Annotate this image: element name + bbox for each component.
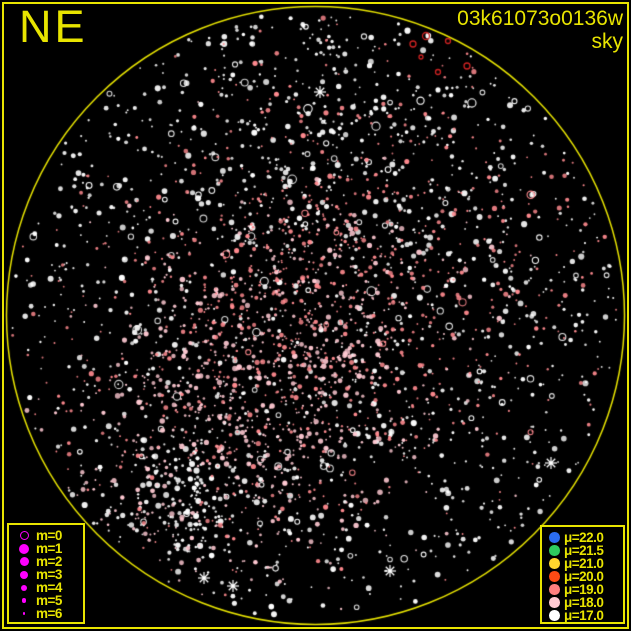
magnitude-dot-m6 — [12, 612, 36, 615]
legend-row: m=3 — [12, 568, 80, 581]
legend-label: μ=21.0 — [564, 555, 604, 571]
legend-label: μ=20.0 — [564, 568, 604, 584]
mu-dot-19-0 — [545, 584, 564, 595]
legend-label: m=1 — [36, 540, 62, 556]
magnitude-dot-m5 — [12, 598, 36, 603]
legend-row: μ=22.0 — [545, 531, 620, 544]
legend-row: m=2 — [12, 555, 80, 568]
plot-subtitle: sky — [591, 30, 624, 53]
legend-row: m=0 — [12, 529, 80, 542]
magnitude-dot-m2 — [12, 557, 36, 566]
legend-label: μ=19.0 — [564, 581, 604, 597]
plot-title: 03k61073o0136w — [457, 7, 623, 30]
magnitude-dot-m1 — [12, 543, 36, 554]
legend-row: m=4 — [12, 581, 80, 594]
orientation-label: NE — [19, 1, 88, 52]
legend-row: μ=19.0 — [545, 583, 620, 596]
legend-label: μ=17.0 — [564, 607, 604, 623]
mu-dot-22-0 — [545, 532, 564, 543]
legend-row: μ=21.5 — [545, 544, 620, 557]
legend-label: μ=18.0 — [564, 594, 604, 610]
legend-row: μ=17.0 — [545, 609, 620, 622]
legend-row: m=6 — [12, 607, 80, 620]
magnitude-legend: m=0 m=1 m=2 m=3 m=4 m=5 m=6 — [7, 523, 85, 624]
legend-row: m=5 — [12, 594, 80, 607]
mu-dot-21-0 — [545, 558, 564, 569]
legend-row: m=1 — [12, 542, 80, 555]
legend-row: μ=20.0 — [545, 570, 620, 583]
legend-label: μ=22.0 — [564, 529, 604, 545]
legend-label: m=5 — [36, 592, 62, 608]
magnitude-dot-m0 — [12, 531, 36, 540]
mu-dot-17-0 — [545, 610, 564, 621]
legend-label: m=0 — [36, 527, 62, 543]
legend-label: m=2 — [36, 553, 62, 569]
magnitude-dot-m4 — [12, 584, 36, 591]
legend-label: m=4 — [36, 579, 62, 595]
legend-row: μ=18.0 — [545, 596, 620, 609]
surface-brightness-legend: μ=22.0 μ=21.5 μ=21.0 μ=20.0 μ=19.0 μ=18.… — [540, 525, 625, 624]
legend-label: m=6 — [36, 605, 62, 621]
mu-dot-21-5 — [545, 545, 564, 556]
mu-dot-18-0 — [545, 597, 564, 608]
magnitude-dot-m3 — [12, 570, 36, 579]
legend-row: μ=21.0 — [545, 557, 620, 570]
legend-label: μ=21.5 — [564, 542, 604, 558]
mu-dot-20-0 — [545, 571, 564, 582]
legend-label: m=3 — [36, 566, 62, 582]
